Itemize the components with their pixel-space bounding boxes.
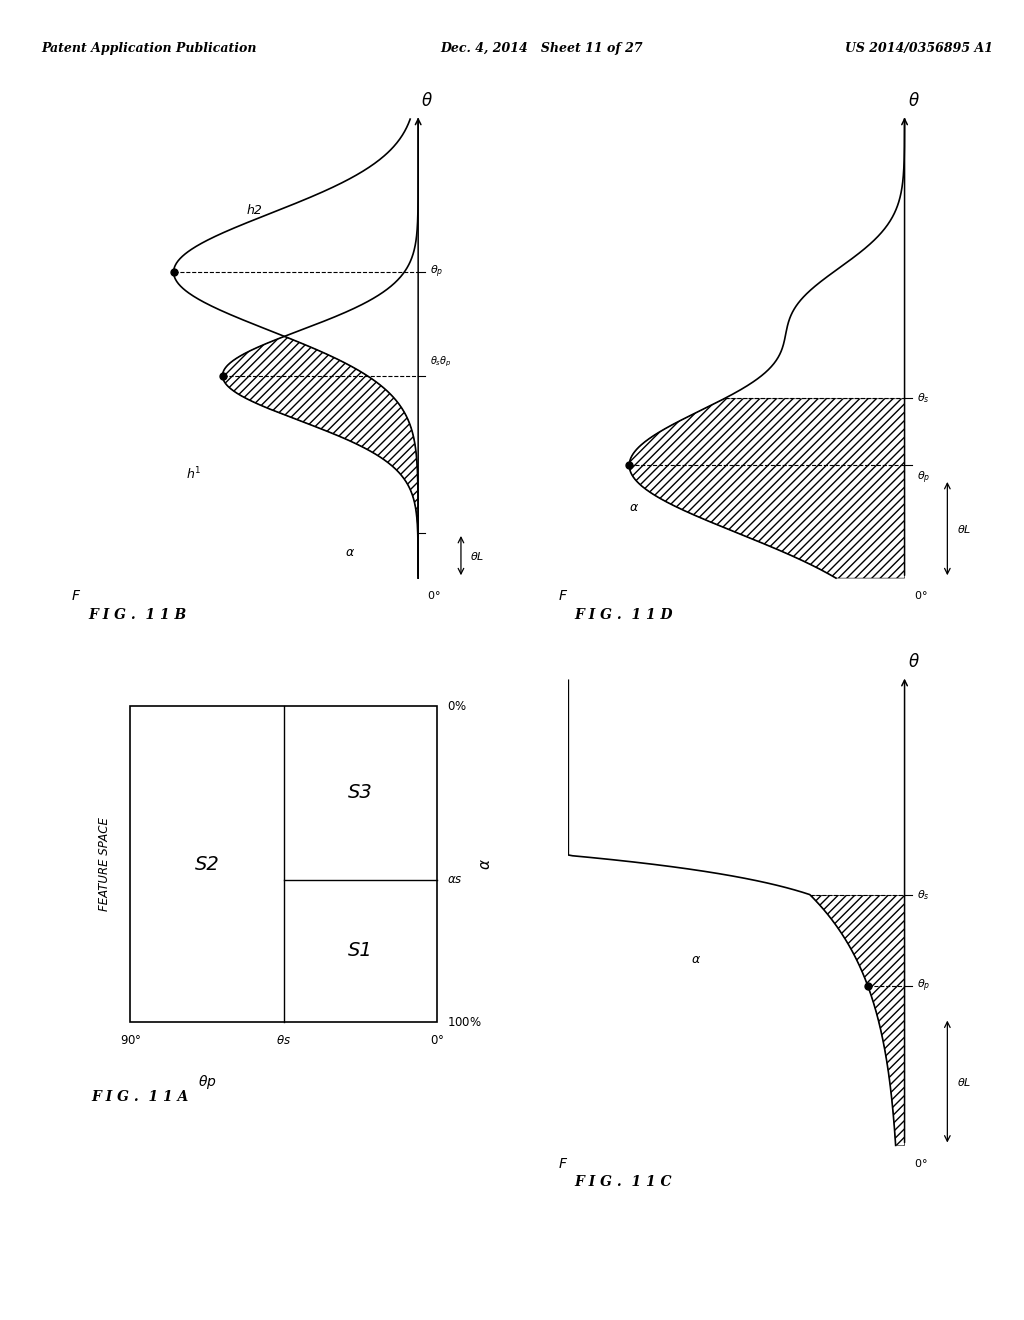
Text: h$^1$: h$^1$	[185, 466, 201, 482]
Text: Patent Application Publication: Patent Application Publication	[41, 42, 256, 55]
Text: $\theta_p$: $\theta_p$	[430, 264, 443, 280]
Text: $0°$: $0°$	[427, 589, 441, 602]
Text: S2: S2	[195, 854, 219, 874]
Text: Dec. 4, 2014   Sheet 11 of 27: Dec. 4, 2014 Sheet 11 of 27	[440, 42, 643, 55]
Text: $\theta L$: $\theta L$	[470, 549, 484, 561]
Text: $\theta$: $\theta$	[908, 92, 920, 110]
Text: F: F	[558, 589, 566, 603]
Text: $\theta_s$: $\theta_s$	[916, 887, 930, 902]
Text: $\alpha s$: $\alpha s$	[446, 874, 463, 886]
Text: $100\%$: $100\%$	[446, 1015, 481, 1028]
Text: US 2014/0356895 A1: US 2014/0356895 A1	[845, 42, 993, 55]
Text: S3: S3	[348, 784, 373, 803]
Text: F I G .  1 1 C: F I G . 1 1 C	[574, 1175, 672, 1189]
Text: F I G .  1 1 A: F I G . 1 1 A	[91, 1090, 188, 1104]
Text: F: F	[72, 589, 80, 603]
Text: S1: S1	[348, 941, 373, 961]
Text: $\alpha$: $\alpha$	[630, 500, 640, 513]
Text: F I G .  1 1 D: F I G . 1 1 D	[574, 607, 673, 622]
Text: $90°$: $90°$	[120, 1034, 141, 1047]
Text: h2: h2	[247, 203, 263, 216]
Text: $0°$: $0°$	[430, 1034, 444, 1047]
Text: $\theta L$: $\theta L$	[956, 1076, 971, 1088]
Text: $\theta_s\theta_p$: $\theta_s\theta_p$	[430, 355, 453, 368]
Text: $\theta p$: $\theta p$	[198, 1073, 216, 1092]
Text: $\theta L$: $\theta L$	[956, 523, 971, 535]
Text: $\alpha$: $\alpha$	[690, 953, 700, 966]
Text: $\theta$: $\theta$	[908, 653, 920, 671]
Text: $0°$: $0°$	[913, 1156, 928, 1168]
Text: $0°$: $0°$	[913, 589, 928, 602]
Text: FEATURE SPACE: FEATURE SPACE	[98, 817, 111, 911]
Text: $0\%$: $0\%$	[446, 700, 467, 713]
Text: $\theta$: $\theta$	[422, 92, 433, 110]
Text: $\theta_s$: $\theta_s$	[916, 391, 930, 405]
Text: $\theta s$: $\theta s$	[276, 1034, 291, 1047]
Text: $\alpha$: $\alpha$	[478, 858, 494, 870]
Text: F: F	[558, 1156, 566, 1171]
Bar	[130, 706, 437, 1022]
Text: F I G .  1 1 B: F I G . 1 1 B	[88, 607, 186, 622]
Text: $\alpha$: $\alpha$	[345, 545, 355, 558]
Text: $\theta_p$: $\theta_p$	[916, 978, 930, 994]
Text: $\theta_p$: $\theta_p$	[916, 470, 930, 486]
